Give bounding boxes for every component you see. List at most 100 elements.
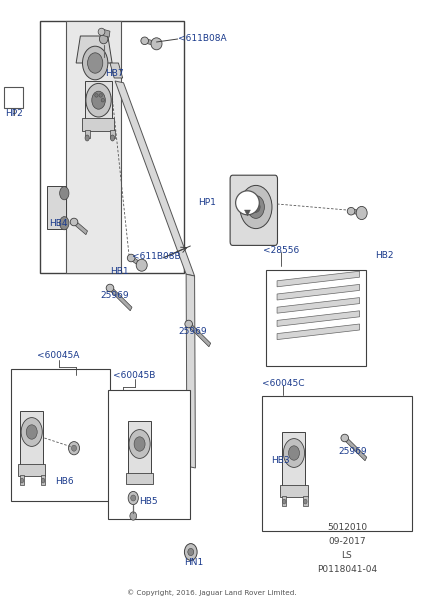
Polygon shape	[40, 21, 184, 273]
Ellipse shape	[60, 187, 69, 200]
Text: <611B08B: <611B08B	[132, 252, 181, 262]
Bar	[20, 475, 24, 485]
Ellipse shape	[288, 446, 299, 460]
Ellipse shape	[95, 94, 98, 97]
Ellipse shape	[99, 34, 108, 44]
Ellipse shape	[236, 191, 259, 215]
Polygon shape	[110, 63, 123, 78]
Polygon shape	[76, 36, 112, 63]
Bar	[126, 473, 153, 484]
Text: 09-2017: 09-2017	[328, 538, 365, 546]
Text: HB4: HB4	[49, 218, 68, 227]
Polygon shape	[144, 38, 155, 46]
Polygon shape	[73, 220, 88, 235]
Bar	[41, 475, 45, 485]
Polygon shape	[186, 274, 195, 468]
Ellipse shape	[141, 37, 148, 44]
Ellipse shape	[98, 28, 105, 35]
Bar	[282, 496, 286, 506]
Bar	[262, 396, 412, 531]
Bar	[303, 496, 308, 506]
Ellipse shape	[341, 434, 349, 442]
Ellipse shape	[283, 499, 286, 504]
Ellipse shape	[101, 98, 104, 102]
Polygon shape	[66, 21, 121, 273]
Text: 5012010: 5012010	[327, 523, 367, 533]
Ellipse shape	[136, 259, 147, 271]
Ellipse shape	[69, 442, 80, 455]
Ellipse shape	[252, 202, 260, 212]
Polygon shape	[130, 256, 140, 266]
Text: 25969: 25969	[338, 446, 367, 456]
Ellipse shape	[21, 418, 42, 446]
Polygon shape	[277, 324, 360, 340]
Text: <60045C: <60045C	[262, 379, 305, 389]
Ellipse shape	[185, 320, 192, 328]
Text: 25969: 25969	[100, 291, 129, 300]
Text: HB3: HB3	[271, 456, 289, 466]
Text: <60045A: <60045A	[37, 350, 80, 359]
Bar	[85, 130, 90, 138]
Ellipse shape	[26, 425, 37, 439]
Text: <28556: <28556	[263, 246, 299, 256]
Bar	[110, 130, 115, 138]
Ellipse shape	[71, 445, 77, 451]
Text: HB2: HB2	[375, 251, 393, 259]
Ellipse shape	[82, 46, 108, 80]
Text: <60045B: <60045B	[113, 370, 156, 379]
Text: HN1: HN1	[184, 558, 204, 566]
Text: P0118041-04: P0118041-04	[317, 565, 377, 574]
FancyBboxPatch shape	[230, 175, 277, 245]
Polygon shape	[344, 436, 367, 461]
Text: HB5: HB5	[140, 497, 158, 505]
Ellipse shape	[128, 491, 138, 505]
Text: HB6: HB6	[55, 476, 74, 486]
Text: © Copyright, 2016. Jaguar Land Rover Limited.: © Copyright, 2016. Jaguar Land Rover Lim…	[126, 589, 297, 596]
Bar	[282, 432, 305, 486]
Text: HB1: HB1	[110, 266, 129, 275]
Ellipse shape	[184, 544, 197, 560]
Ellipse shape	[188, 548, 194, 556]
Ellipse shape	[88, 53, 103, 73]
Ellipse shape	[134, 437, 145, 451]
Ellipse shape	[70, 218, 78, 226]
Ellipse shape	[60, 217, 69, 230]
Bar	[108, 390, 190, 519]
Bar	[82, 118, 114, 131]
Ellipse shape	[304, 499, 307, 504]
Ellipse shape	[129, 430, 150, 458]
Ellipse shape	[131, 495, 136, 501]
Text: HB7: HB7	[105, 69, 124, 78]
Bar	[47, 186, 66, 229]
Ellipse shape	[283, 439, 305, 467]
Polygon shape	[351, 209, 360, 215]
Bar	[266, 270, 366, 366]
Polygon shape	[277, 298, 360, 313]
Polygon shape	[277, 311, 360, 326]
Ellipse shape	[130, 512, 137, 520]
Ellipse shape	[86, 83, 111, 117]
Ellipse shape	[92, 91, 105, 109]
Ellipse shape	[99, 94, 102, 97]
Bar	[20, 411, 43, 465]
Bar	[18, 464, 45, 476]
Ellipse shape	[85, 135, 89, 141]
Polygon shape	[109, 286, 132, 311]
Text: 25969: 25969	[178, 328, 207, 336]
Ellipse shape	[106, 284, 114, 292]
Polygon shape	[277, 271, 360, 287]
Text: LS: LS	[341, 551, 352, 560]
Bar	[128, 421, 151, 475]
Ellipse shape	[151, 38, 162, 50]
Ellipse shape	[240, 185, 272, 229]
Text: <611B08A: <611B08A	[178, 34, 226, 43]
Text: HP1: HP1	[198, 198, 216, 207]
Ellipse shape	[20, 478, 24, 483]
Bar	[11, 369, 110, 501]
Polygon shape	[277, 284, 360, 300]
Bar	[85, 81, 112, 120]
Bar	[280, 485, 308, 497]
Bar	[4, 87, 23, 108]
Ellipse shape	[356, 206, 367, 220]
Ellipse shape	[110, 135, 115, 141]
